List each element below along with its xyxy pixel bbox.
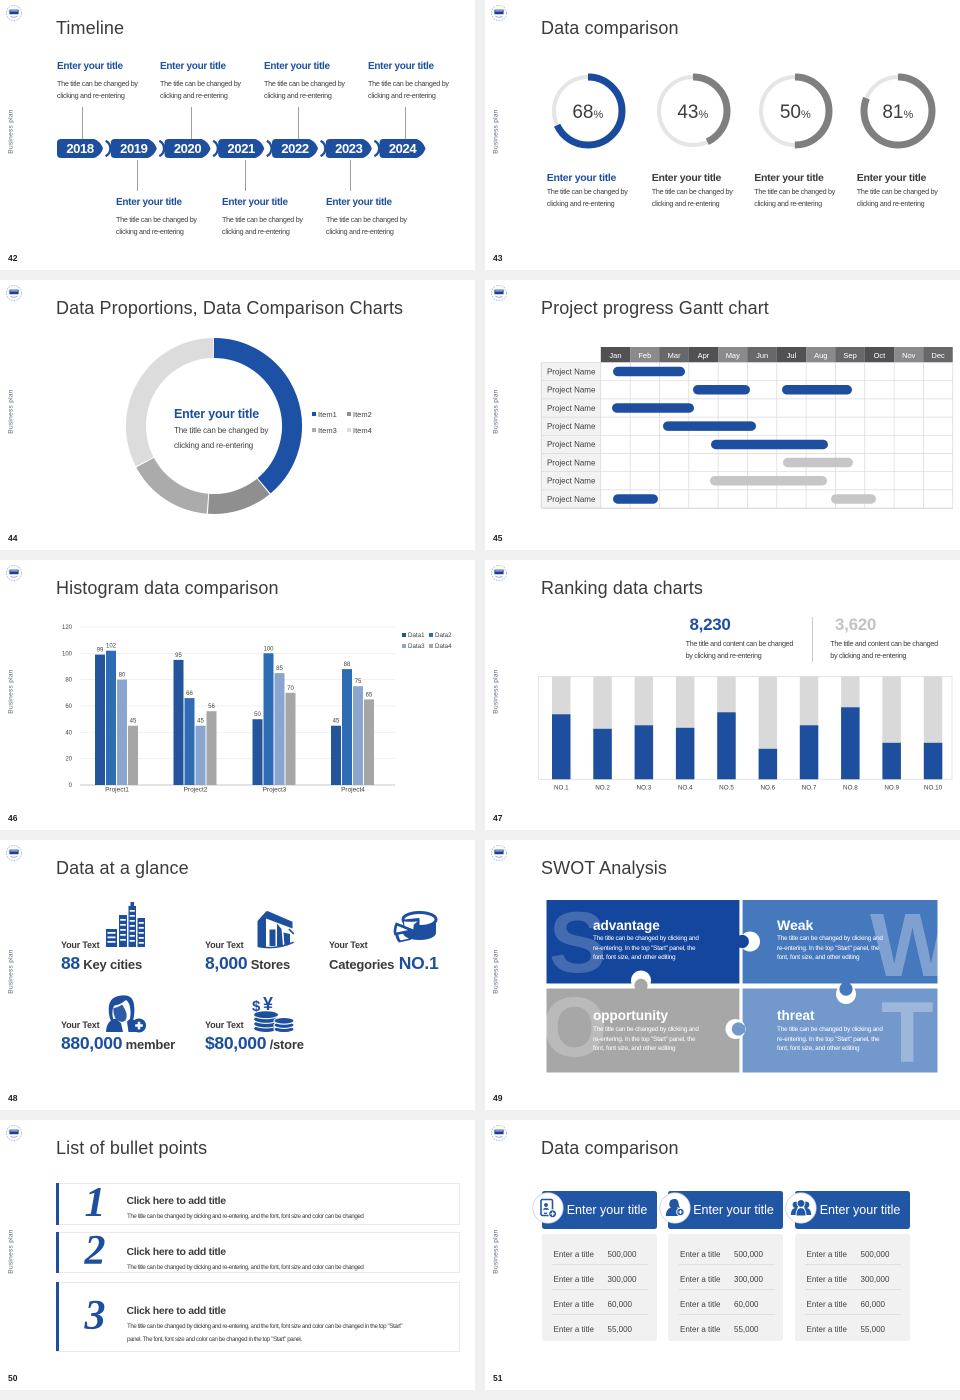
svg-text:Project Name: Project Name: [547, 367, 596, 376]
svg-text:W: W: [870, 896, 955, 996]
svg-text:Project2: Project2: [184, 787, 208, 794]
svg-text:100: 100: [62, 651, 73, 657]
svg-text:2021: 2021: [228, 141, 255, 156]
svg-text:Project Name: Project Name: [547, 458, 596, 467]
svg-text:Project Name: Project Name: [547, 422, 596, 431]
svg-text:Aug: Aug: [814, 351, 827, 360]
svg-text:0: 0: [69, 783, 73, 789]
svg-text:NO.7: NO.7: [802, 785, 817, 792]
svg-text:$: $: [252, 998, 261, 1015]
svg-text:45: 45: [130, 719, 137, 725]
svg-text:2019: 2019: [120, 141, 147, 156]
svg-text:2023: 2023: [335, 141, 362, 156]
svg-text:Data3: Data3: [408, 643, 425, 650]
svg-text:2020: 2020: [174, 141, 201, 156]
svg-text:60: 60: [65, 704, 72, 710]
svg-text:NO.2: NO.2: [595, 785, 610, 792]
svg-text:NO.3: NO.3: [637, 785, 652, 792]
svg-text:100: 100: [263, 646, 274, 652]
svg-text:95: 95: [175, 653, 182, 659]
svg-text:Project4: Project4: [341, 787, 365, 794]
svg-text:Sep: Sep: [843, 351, 856, 360]
svg-text:80: 80: [65, 678, 72, 684]
svg-text:65: 65: [366, 692, 373, 698]
svg-text:56: 56: [208, 704, 215, 710]
svg-text:Feb: Feb: [638, 351, 651, 360]
svg-text:Apr: Apr: [698, 351, 710, 360]
svg-text:NO.6: NO.6: [760, 785, 775, 792]
svg-text:NO.4: NO.4: [678, 785, 693, 792]
svg-text:Jun: Jun: [756, 351, 768, 360]
svg-text:85: 85: [276, 666, 283, 672]
svg-text:Jul: Jul: [787, 351, 797, 360]
svg-text:99: 99: [97, 648, 104, 654]
svg-text:Project Name: Project Name: [547, 386, 596, 395]
svg-text:102: 102: [106, 644, 117, 650]
svg-text:Data1: Data1: [408, 632, 425, 639]
svg-text:80: 80: [119, 673, 126, 679]
svg-text:Dec: Dec: [931, 351, 945, 360]
svg-text:Project Name: Project Name: [547, 440, 596, 449]
svg-text:NO.1: NO.1: [554, 785, 569, 792]
svg-text:¥: ¥: [263, 994, 273, 1014]
svg-text:40: 40: [65, 730, 72, 736]
svg-text:20: 20: [65, 757, 72, 763]
svg-text:66: 66: [186, 691, 193, 697]
svg-text:45: 45: [197, 719, 204, 725]
svg-text:88: 88: [344, 662, 351, 668]
svg-text:2022: 2022: [281, 141, 308, 156]
svg-text:S: S: [549, 895, 606, 991]
svg-text:Data2: Data2: [435, 632, 452, 639]
svg-text:Nov: Nov: [902, 351, 916, 360]
svg-text:70: 70: [287, 686, 294, 692]
svg-text:May: May: [726, 351, 740, 360]
svg-text:T: T: [881, 985, 934, 1081]
svg-text:O: O: [542, 980, 607, 1074]
svg-text:NO.5: NO.5: [719, 785, 734, 792]
svg-text:Mar: Mar: [668, 351, 681, 360]
svg-text:2018: 2018: [66, 141, 93, 156]
svg-text:75: 75: [355, 679, 362, 685]
svg-text:Project3: Project3: [263, 787, 287, 794]
svg-text:Project Name: Project Name: [547, 477, 596, 486]
svg-text:Project1: Project1: [105, 787, 129, 794]
svg-text:50: 50: [254, 712, 261, 718]
svg-text:45: 45: [333, 719, 340, 725]
svg-text:Project Name: Project Name: [547, 404, 596, 413]
svg-text:Oct: Oct: [874, 351, 887, 360]
svg-text:2024: 2024: [389, 141, 417, 156]
svg-text:Data4: Data4: [435, 643, 452, 650]
svg-text:NO.8: NO.8: [843, 785, 858, 792]
svg-text:120: 120: [62, 625, 73, 631]
svg-text:NO.10: NO.10: [924, 785, 943, 792]
svg-text:NO.9: NO.9: [884, 785, 899, 792]
svg-text:Project Name: Project Name: [547, 495, 596, 504]
svg-text:Jan: Jan: [609, 351, 621, 360]
